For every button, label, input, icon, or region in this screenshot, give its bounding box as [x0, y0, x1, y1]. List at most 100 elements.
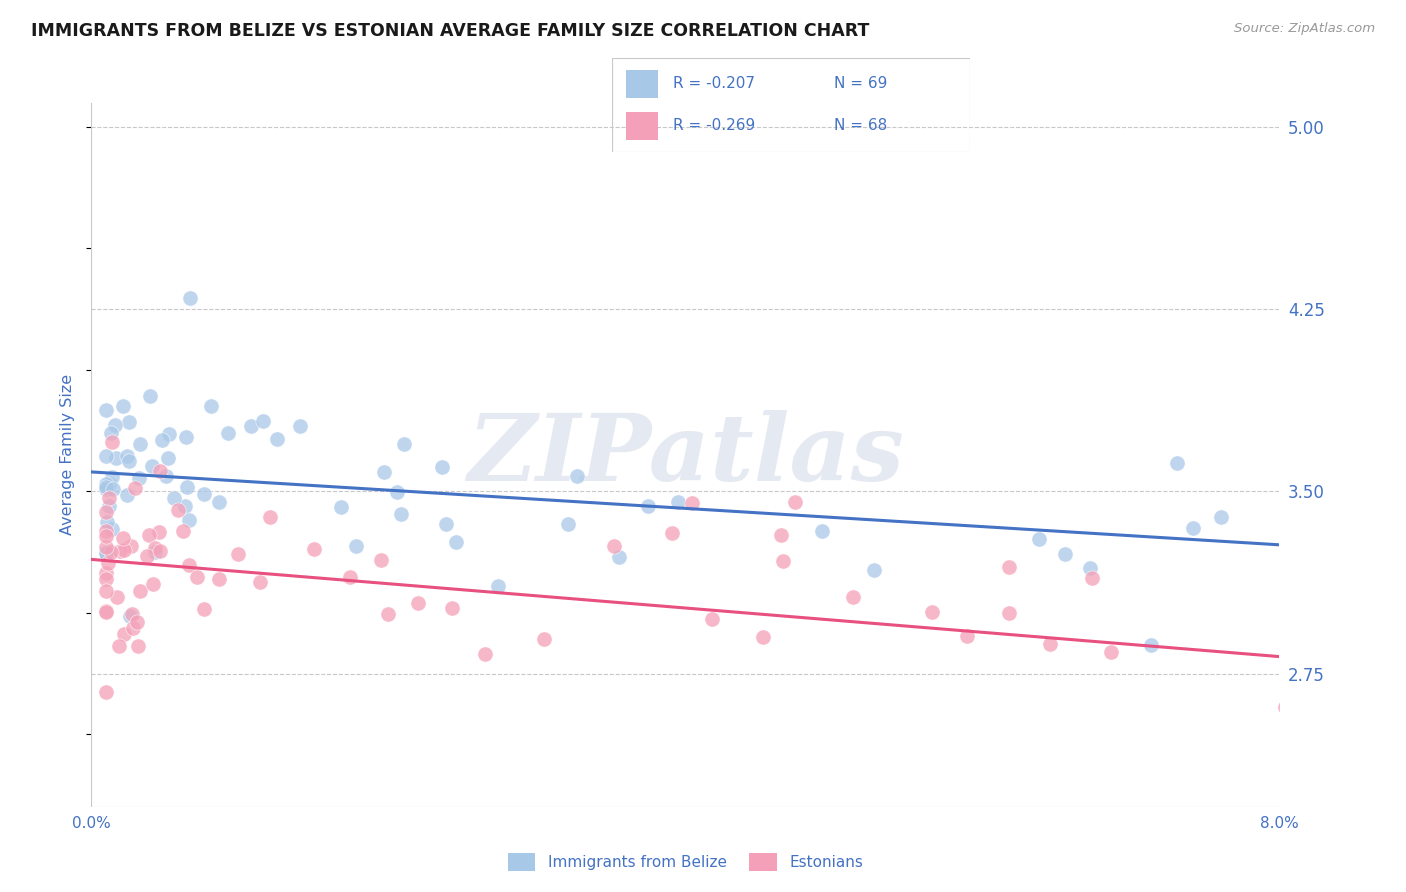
Point — [97, 491, 120, 506]
Point — [1028, 532, 1050, 546]
Point — [377, 607, 399, 621]
Point — [557, 517, 579, 532]
Point — [111, 399, 134, 413]
Point — [96, 529, 118, 543]
Point — [96, 566, 118, 580]
Point — [394, 436, 416, 450]
Point — [121, 607, 143, 621]
Point — [96, 524, 118, 538]
Point — [444, 535, 467, 549]
Point — [98, 477, 121, 491]
Point — [346, 539, 368, 553]
Point — [700, 612, 723, 626]
Point — [193, 602, 215, 616]
Point — [167, 503, 190, 517]
Point — [96, 477, 118, 491]
Point — [637, 499, 659, 513]
Point — [105, 590, 128, 604]
Point — [752, 631, 775, 645]
Point — [96, 685, 118, 699]
Point — [96, 604, 118, 618]
Point — [96, 449, 118, 463]
Point — [98, 500, 121, 514]
Point — [118, 453, 141, 467]
Point — [998, 606, 1021, 620]
Point — [128, 471, 150, 485]
Point — [406, 596, 429, 610]
Point — [681, 496, 703, 510]
Point — [97, 556, 120, 570]
Point — [96, 515, 118, 529]
Point — [217, 425, 239, 440]
Y-axis label: Average Family Size: Average Family Size — [60, 375, 76, 535]
Point — [105, 450, 128, 465]
Point — [1053, 547, 1076, 561]
Point — [101, 435, 124, 450]
Text: Source: ZipAtlas.com: Source: ZipAtlas.com — [1234, 22, 1375, 36]
Point — [127, 639, 149, 653]
Point — [96, 573, 118, 587]
Point — [339, 569, 361, 583]
Point — [112, 531, 135, 545]
Point — [370, 552, 392, 566]
Point — [108, 544, 131, 558]
Point — [100, 544, 122, 558]
Point — [156, 451, 179, 466]
Point — [226, 547, 249, 561]
Point — [249, 575, 271, 590]
Point — [136, 549, 159, 563]
Point — [120, 539, 142, 553]
Point — [129, 437, 152, 451]
Text: N = 68: N = 68 — [834, 118, 887, 133]
Point — [143, 544, 166, 558]
Point — [811, 524, 834, 538]
Point — [139, 388, 162, 402]
Point — [124, 481, 146, 495]
Point — [96, 584, 118, 599]
Point — [127, 615, 149, 629]
Point — [1166, 457, 1188, 471]
Point — [155, 468, 177, 483]
Point — [96, 483, 118, 497]
Point — [122, 621, 145, 635]
Point — [329, 500, 352, 514]
Point — [1039, 637, 1062, 651]
Point — [96, 479, 118, 493]
Point — [138, 528, 160, 542]
Point — [862, 563, 884, 577]
Point — [152, 434, 174, 448]
Text: ZIPatlas: ZIPatlas — [467, 410, 904, 500]
Point — [666, 495, 689, 509]
Point — [842, 590, 865, 604]
Point — [259, 509, 281, 524]
Point — [101, 522, 124, 536]
Point — [603, 539, 626, 553]
Point — [117, 488, 139, 502]
Point — [290, 419, 312, 434]
Point — [157, 427, 180, 442]
Point — [100, 426, 122, 441]
Point — [208, 572, 231, 586]
Point — [998, 559, 1021, 574]
Point — [1080, 571, 1102, 585]
Text: N = 69: N = 69 — [834, 76, 887, 91]
Point — [177, 558, 200, 572]
Point — [474, 647, 496, 661]
Bar — [626, 112, 658, 140]
Point — [440, 600, 463, 615]
Bar — [626, 70, 658, 98]
Point — [785, 495, 807, 509]
Point — [186, 570, 208, 584]
Point — [120, 609, 142, 624]
Point — [101, 470, 124, 484]
Text: R = -0.269: R = -0.269 — [672, 118, 755, 133]
Point — [302, 542, 325, 557]
Point — [143, 541, 166, 555]
Point — [252, 413, 274, 427]
Point — [96, 605, 118, 619]
Point — [266, 432, 288, 446]
Point — [1211, 510, 1233, 524]
Point — [533, 632, 555, 646]
Point — [1140, 638, 1163, 652]
Point — [118, 415, 141, 429]
